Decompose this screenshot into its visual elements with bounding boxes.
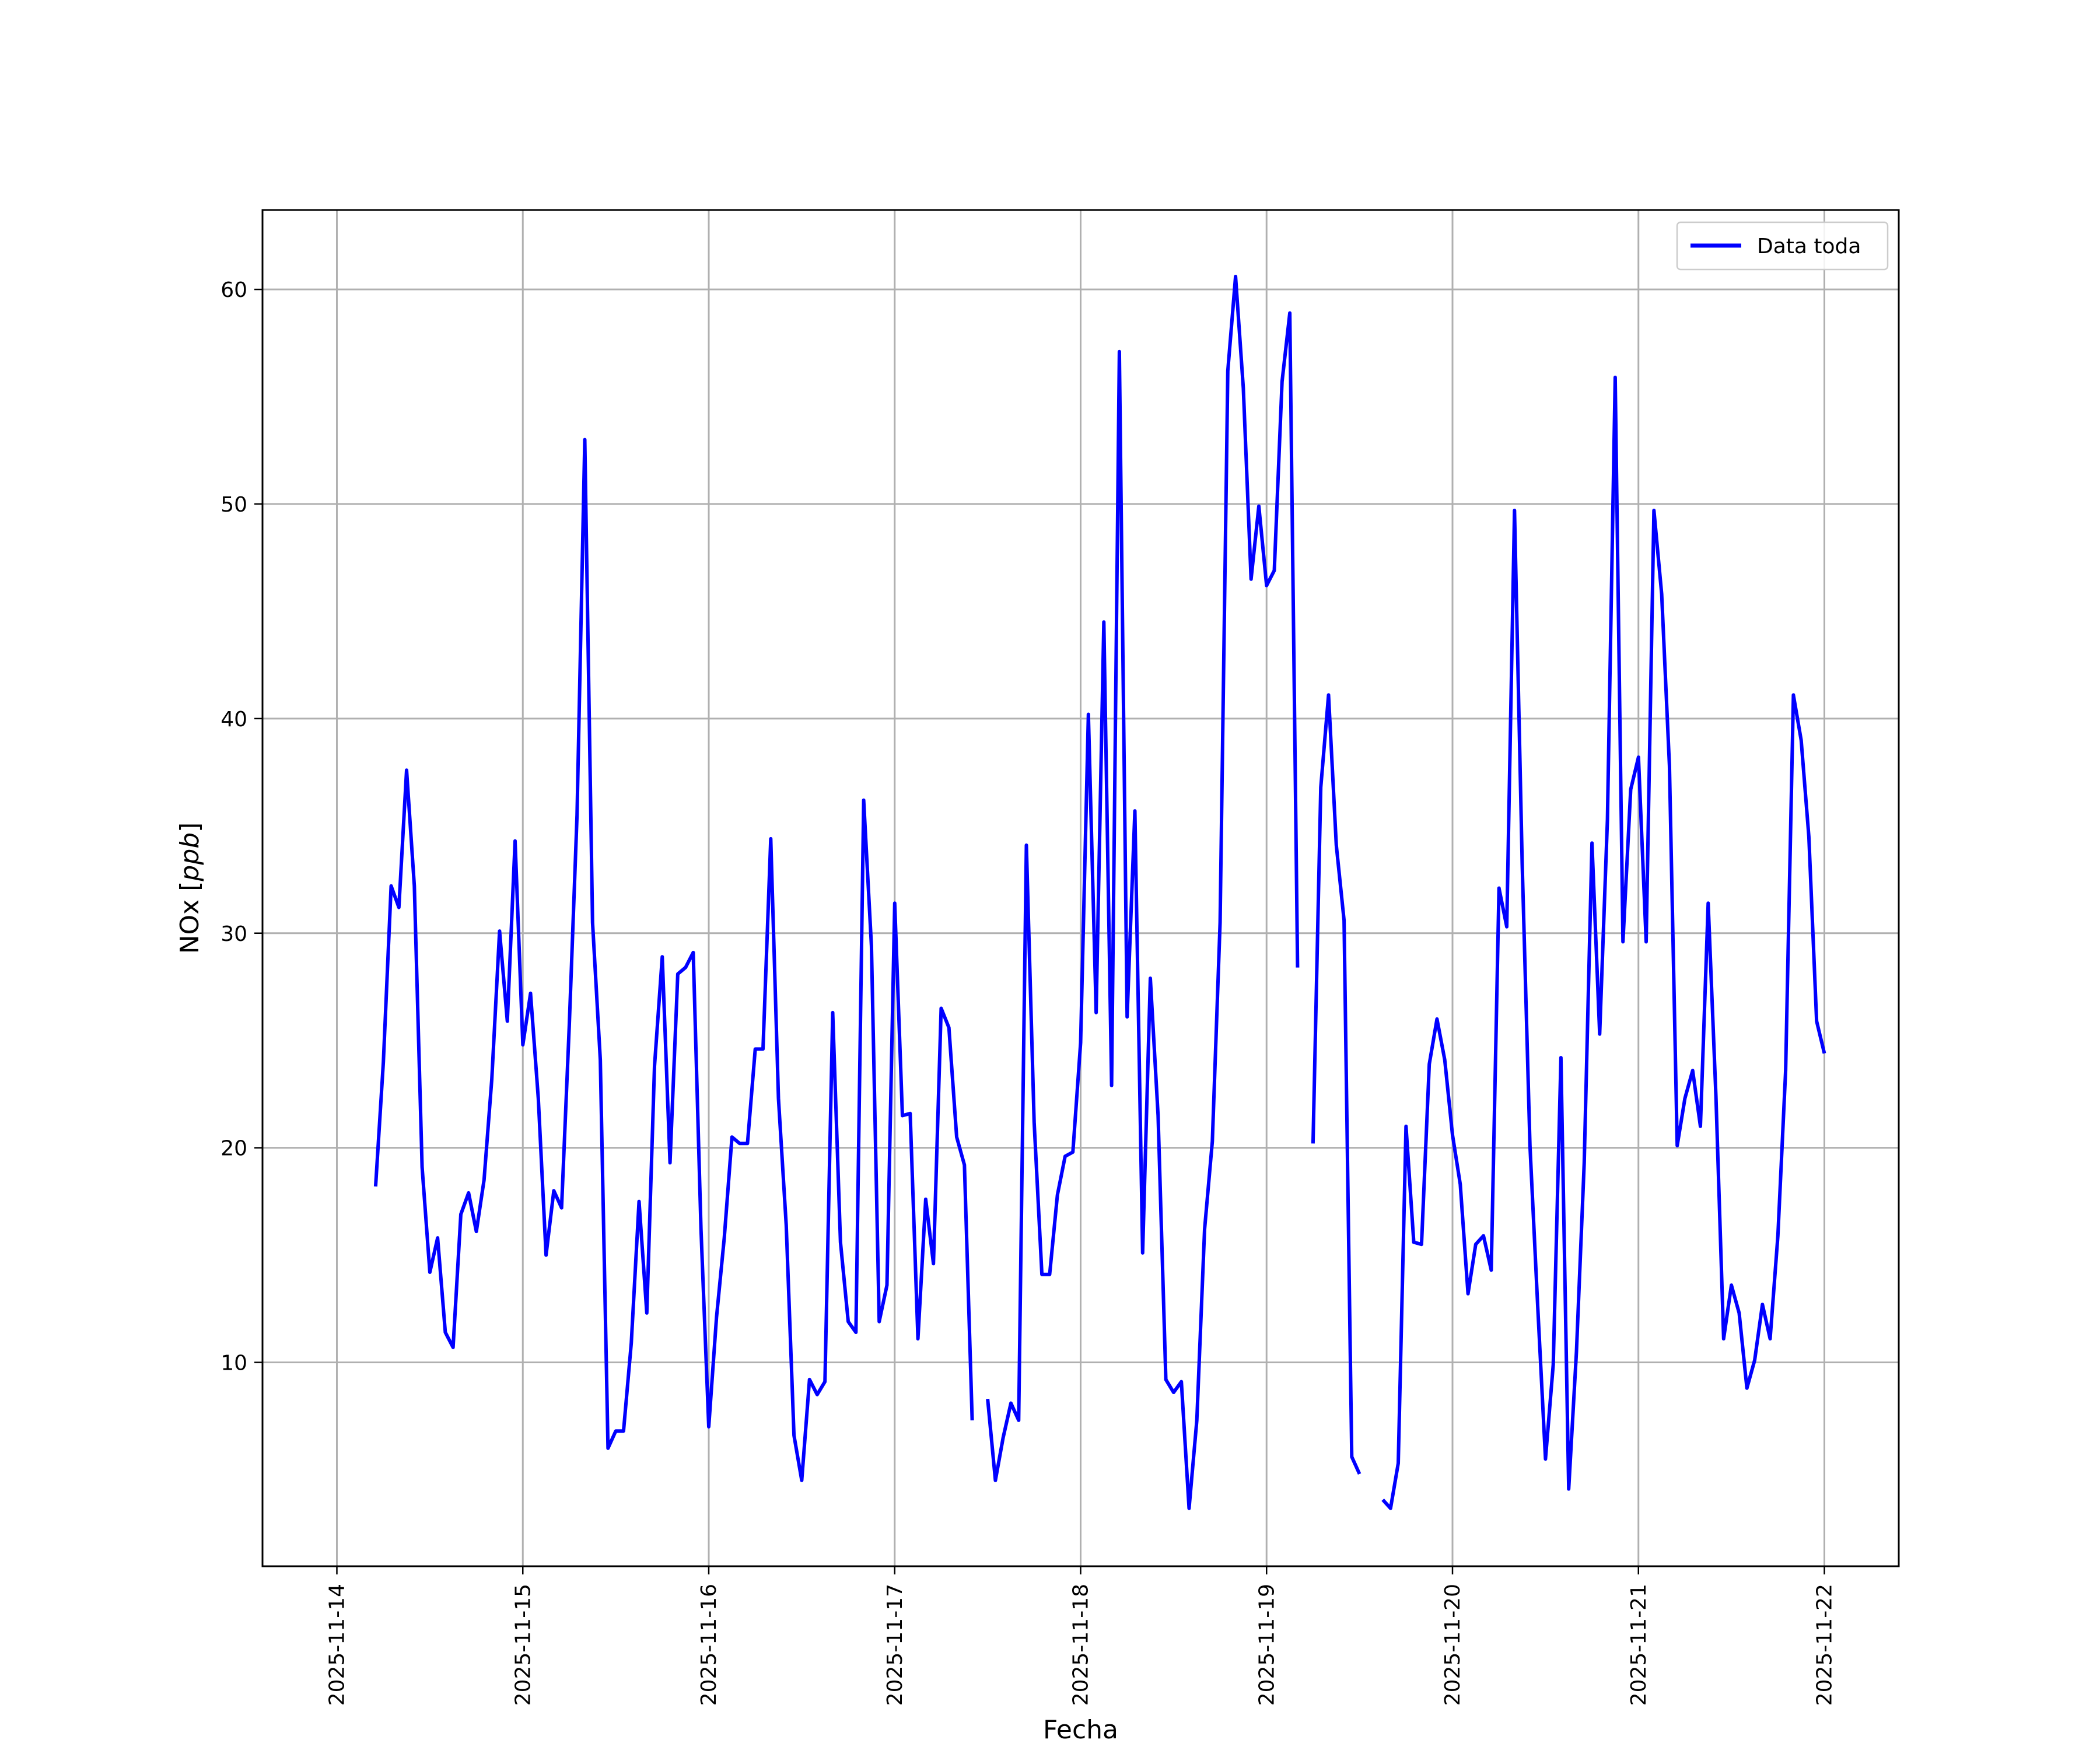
y-tick-label: 60 <box>220 278 247 302</box>
x-tick-label: 2025-11-17 <box>883 1584 907 1706</box>
legend-box <box>1676 221 1889 271</box>
x-tick-label: 2025-11-22 <box>1813 1584 1837 1706</box>
y-axis-title: NOx [ppb] <box>175 822 205 954</box>
x-axis: 2025-11-14 2025-11-15 2025-11-16 2025-11-17… <box>326 1566 1837 1706</box>
legend-label: Data toda <box>1757 235 1861 258</box>
x-tick-label: 2025-11-16 <box>697 1584 721 1706</box>
y-tick-label: 20 <box>220 1137 247 1161</box>
series-layer <box>373 275 1826 1510</box>
x-tick-label: 2025-11-14 <box>326 1584 349 1706</box>
x-tick-label: 2025-11-15 <box>511 1584 535 1706</box>
series-line-segment <box>1381 375 1826 1510</box>
y-tick-label: 50 <box>220 493 247 517</box>
x-tick-label: 2025-11-18 <box>1069 1584 1093 1706</box>
y-axis-title-suffix: ] <box>175 822 205 832</box>
series-line-segment <box>986 275 1300 1510</box>
series-line-segment <box>373 438 974 1482</box>
y-tick-label: 10 <box>220 1352 247 1376</box>
grid <box>262 210 1899 1566</box>
series-line-segment <box>1311 693 1362 1475</box>
x-axis-title: Fecha <box>1043 1715 1118 1745</box>
legend: Data toda <box>1676 221 1889 271</box>
y-axis: 10 20 30 40 50 60 <box>220 278 262 1376</box>
y-tick-label: 40 <box>220 708 247 732</box>
y-tick-label: 30 <box>220 922 247 946</box>
x-tick-label: 2025-11-20 <box>1441 1584 1465 1706</box>
y-axis-title-prefix: NOx [ <box>175 881 205 954</box>
y-axis-title-unit: ppb <box>175 832 205 882</box>
x-tick-label: 2025-11-19 <box>1255 1584 1279 1706</box>
x-tick-label: 2025-11-21 <box>1627 1584 1651 1706</box>
